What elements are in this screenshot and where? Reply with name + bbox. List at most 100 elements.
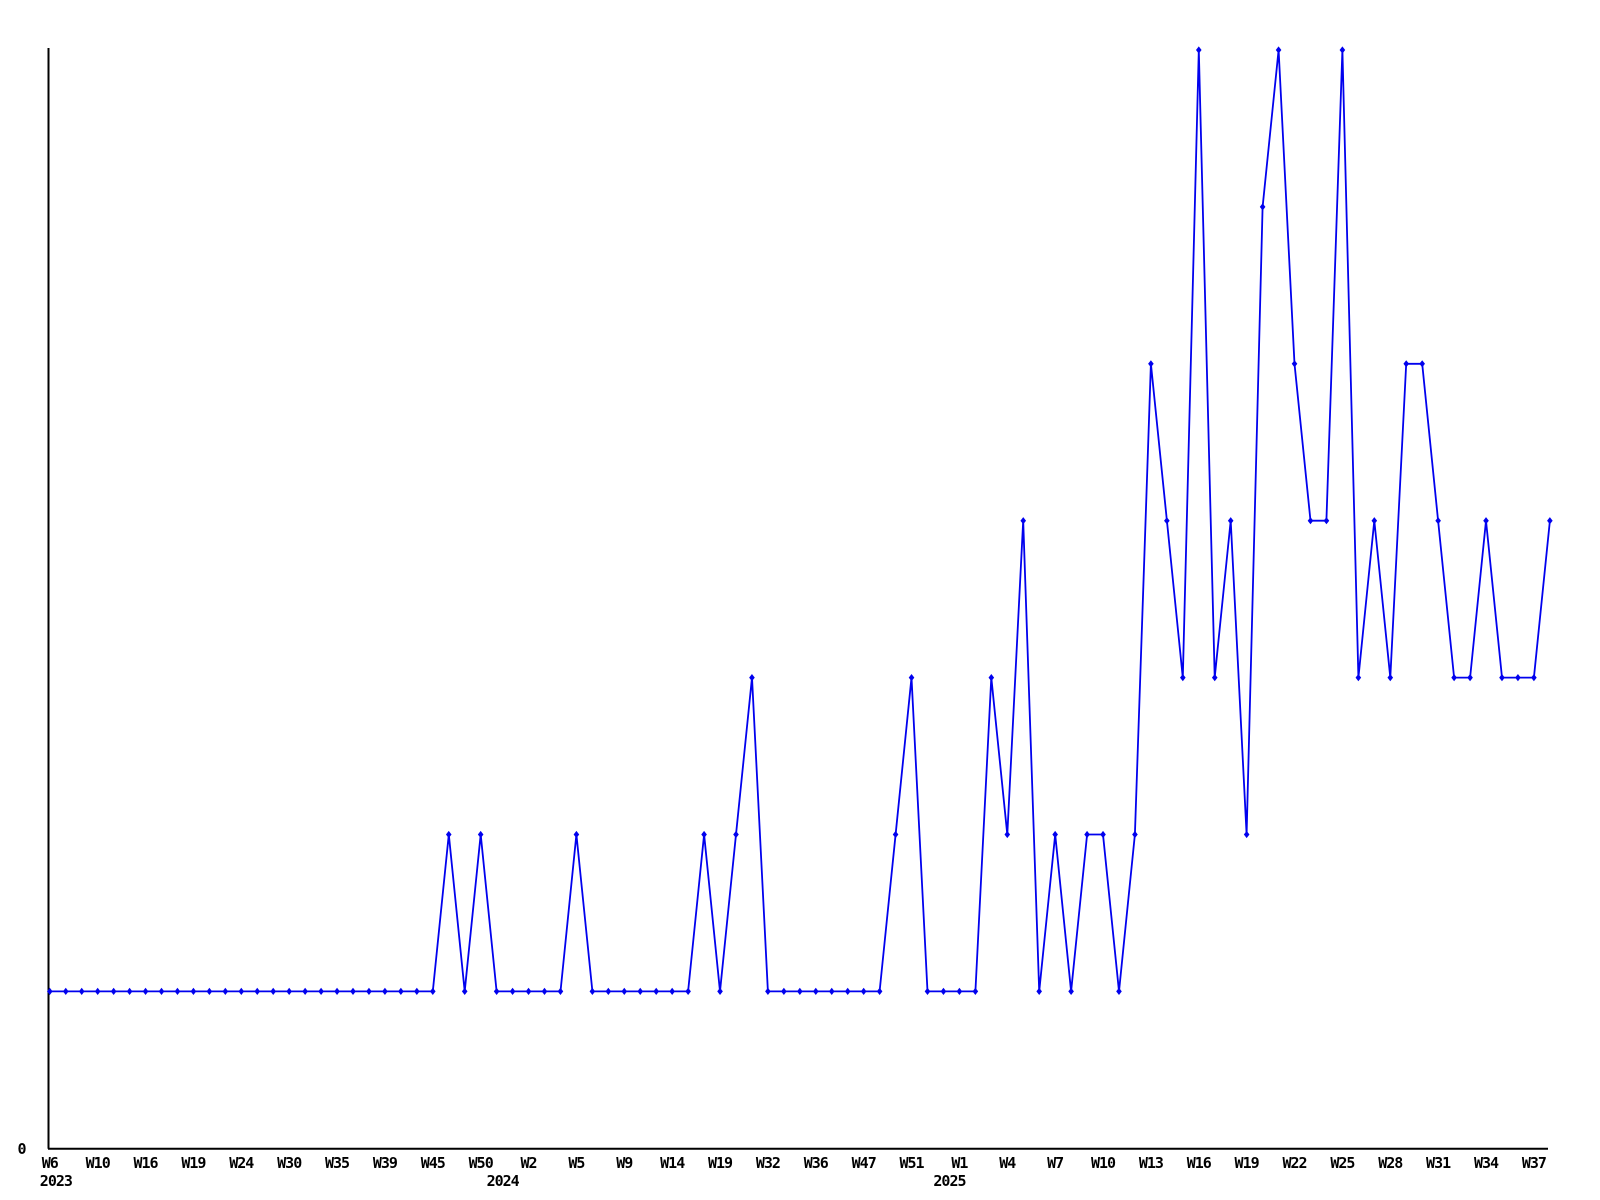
data-point-marker — [445, 830, 452, 839]
x-tick-label: W10 — [1091, 1154, 1116, 1172]
data-point-marker — [1211, 674, 1218, 682]
year-label: 2023 — [40, 1172, 73, 1190]
data-point-marker — [781, 987, 787, 995]
data-point-marker — [1371, 517, 1378, 525]
data-point-marker — [461, 987, 468, 995]
x-tick-label: W1 — [951, 1154, 968, 1172]
x-tick-label: W37 — [1522, 1154, 1546, 1172]
data-point-marker — [924, 987, 931, 995]
data-point-marker — [1164, 517, 1170, 525]
x-tick-label: W16 — [133, 1154, 158, 1172]
data-point-marker — [685, 987, 691, 995]
data-point-marker — [1531, 674, 1537, 682]
data-point-marker — [908, 674, 915, 682]
x-tick-label: W32 — [756, 1154, 780, 1172]
data-point-marker — [797, 987, 803, 995]
year-label: 2024 — [487, 1172, 520, 1190]
data-point-marker — [302, 987, 308, 995]
x-tick-label: W5 — [568, 1154, 585, 1172]
data-point-marker — [637, 987, 644, 995]
x-tick-label: W31 — [1426, 1154, 1451, 1172]
x-tick-label: W34 — [1474, 1154, 1499, 1172]
x-tick-label: W14 — [660, 1154, 685, 1172]
data-point-marker — [972, 987, 979, 995]
data-point-marker — [1307, 517, 1314, 525]
data-point-marker — [1499, 674, 1505, 682]
data-point-marker — [828, 987, 835, 995]
x-tick-label: W22 — [1282, 1154, 1306, 1172]
data-point-marker — [1259, 203, 1266, 211]
data-point-marker — [78, 987, 85, 995]
data-point-marker — [286, 987, 292, 995]
data-point-marker — [844, 987, 851, 995]
data-point-marker — [1323, 517, 1330, 525]
data-point-marker — [1419, 360, 1425, 368]
data-point-marker — [62, 987, 69, 995]
data-point-marker — [1291, 360, 1298, 368]
data-point-marker — [605, 987, 612, 995]
data-point-marker — [1515, 674, 1521, 682]
x-tick-label: W16 — [1187, 1154, 1212, 1172]
x-tick-label: W45 — [421, 1154, 446, 1172]
data-point-marker — [1068, 987, 1074, 995]
data-point-marker — [398, 987, 404, 995]
data-point-marker — [158, 987, 165, 995]
data-point-marker — [110, 987, 117, 995]
data-point-marker — [1403, 360, 1410, 368]
x-tick-label: W51 — [899, 1154, 924, 1172]
x-tick-label: W36 — [804, 1154, 829, 1172]
data-point-marker — [557, 987, 564, 995]
data-point-marker — [1243, 830, 1250, 839]
data-point-marker — [1116, 987, 1122, 995]
x-tick-label: W10 — [86, 1154, 111, 1172]
data-point-marker — [1084, 830, 1090, 839]
data-point-marker — [749, 674, 755, 682]
data-point-marker — [366, 987, 372, 995]
data-point-marker — [765, 987, 771, 995]
data-point-marker — [1435, 517, 1441, 525]
data-point-marker — [190, 987, 197, 995]
data-point-marker — [1547, 517, 1553, 525]
data-point-marker — [142, 987, 149, 995]
x-tick-label: W4 — [999, 1154, 1016, 1172]
data-point-marker — [94, 987, 101, 995]
data-point-marker — [206, 987, 213, 995]
data-point-marker — [701, 830, 707, 839]
x-tick-label: W6 — [42, 1154, 59, 1172]
data-point-marker — [414, 987, 420, 995]
data-point-marker — [477, 830, 484, 839]
data-point-marker — [493, 987, 500, 995]
x-tick-label: W39 — [373, 1154, 398, 1172]
data-point-marker — [254, 987, 261, 995]
x-tick-label: W28 — [1378, 1154, 1403, 1172]
x-tick-label: W9 — [616, 1154, 633, 1172]
data-point-marker — [1467, 674, 1473, 682]
x-tick-label: W25 — [1330, 1154, 1355, 1172]
data-point-marker — [573, 830, 580, 839]
data-point-marker — [892, 830, 899, 839]
x-tick-label: W13 — [1139, 1154, 1164, 1172]
data-point-marker — [1020, 517, 1027, 525]
data-point-marker — [1100, 830, 1106, 839]
data-point-marker — [1451, 674, 1457, 682]
data-point-marker — [126, 987, 133, 995]
data-point-marker — [1148, 360, 1154, 368]
x-tick-label: W47 — [852, 1154, 876, 1172]
data-point-marker — [1004, 830, 1011, 839]
data-point-marker — [956, 987, 963, 995]
data-point-marker — [940, 987, 947, 995]
data-point-marker — [1339, 46, 1346, 54]
data-point-marker — [589, 987, 596, 995]
data-point-marker — [669, 987, 675, 995]
data-point-marker — [174, 987, 181, 995]
data-point-marker — [1132, 830, 1138, 839]
data-point-marker — [876, 987, 883, 995]
data-point-marker — [222, 987, 229, 995]
data-point-marker — [733, 830, 739, 839]
data-point-marker — [334, 987, 340, 995]
data-point-marker — [1483, 517, 1489, 525]
x-tick-label: W24 — [229, 1154, 254, 1172]
data-point-marker — [1275, 46, 1282, 54]
